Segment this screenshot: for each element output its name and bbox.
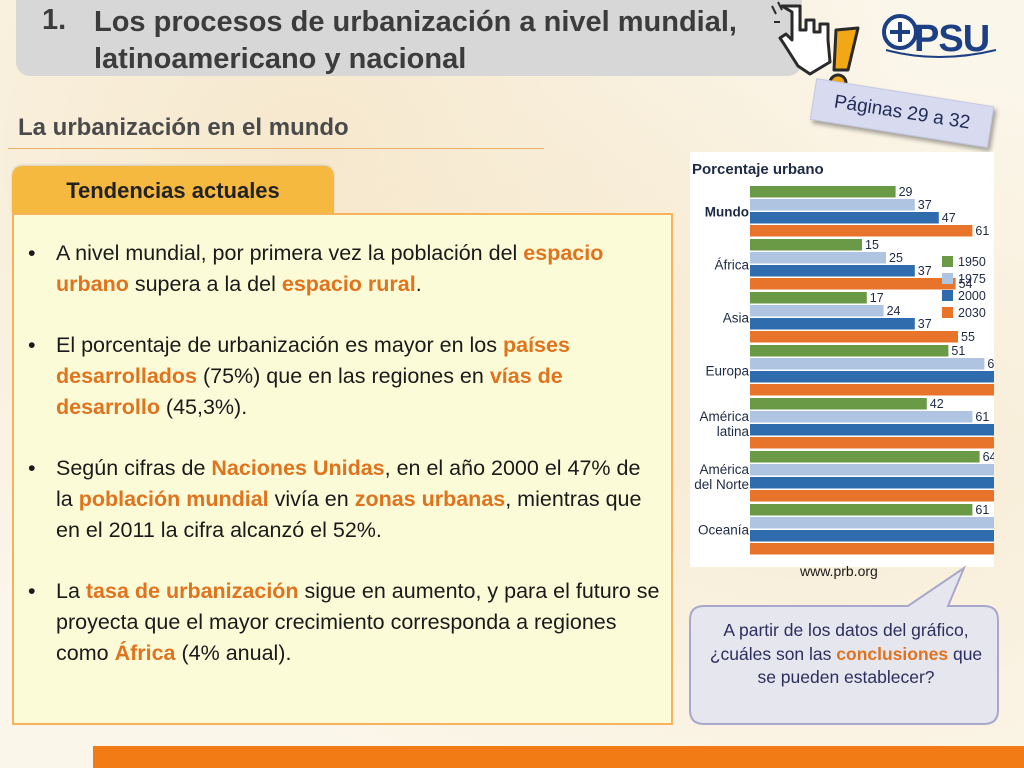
bar <box>750 384 994 396</box>
logo-text: PSU <box>914 18 990 60</box>
category-label: Oceanía <box>698 522 750 537</box>
bar <box>750 345 949 357</box>
legend-swatch <box>942 256 953 267</box>
bar <box>750 543 994 555</box>
bar <box>750 411 973 423</box>
bullet-marker: • <box>28 241 36 265</box>
legend-label: 1950 <box>958 255 986 269</box>
bar <box>750 371 994 383</box>
section-divider <box>8 148 544 149</box>
chart-title: Porcentaje urbano <box>692 161 824 178</box>
bar-value-label: 61 <box>975 503 989 517</box>
bar <box>750 265 915 277</box>
speech-bubble <box>689 565 999 725</box>
bar <box>750 398 927 410</box>
bar <box>750 358 985 370</box>
bullet-marker: • <box>28 456 36 480</box>
bar <box>750 225 973 237</box>
bar-value-label: 42 <box>930 397 944 411</box>
bullet-item: • Según cifras de Naciones Unidas, en el… <box>22 453 662 546</box>
bar <box>750 517 994 529</box>
legend-label: 1975 <box>958 272 986 286</box>
bar-value-label: 15 <box>865 238 879 252</box>
bar-value-label: 61 <box>975 224 989 238</box>
bar <box>750 278 956 290</box>
bar <box>750 252 886 264</box>
bar-value-label: 37 <box>918 198 932 212</box>
bar-value-label: 17 <box>870 291 884 305</box>
bar <box>750 186 896 198</box>
tab-tendencias: Tendencias actuales <box>12 166 334 214</box>
bar-value-label: 47 <box>942 211 956 225</box>
bar-value-label: 66 <box>987 357 994 371</box>
bar-value-label: 51 <box>951 344 965 358</box>
bullet-item: • La tasa de urbanización sigue en aumen… <box>22 576 662 669</box>
legend-label: 2000 <box>958 289 986 303</box>
title-box: 1. Los procesos de urbanización a nivel … <box>16 0 802 76</box>
bottom-bar <box>93 746 1024 768</box>
bullet-item: • El porcentaje de urbanización es mayor… <box>22 330 662 423</box>
bar-value-label: 61 <box>975 410 989 424</box>
bar-value-label: 24 <box>887 304 901 318</box>
category-label: Asia <box>723 310 750 325</box>
bar <box>750 305 884 317</box>
category-label: África <box>714 257 749 272</box>
page-title: Los procesos de urbanización a nivel mun… <box>94 6 737 75</box>
content-box <box>12 213 673 725</box>
bar-value-label: 54 <box>959 277 973 291</box>
bar <box>750 437 994 449</box>
tab-label: Tendencias actuales <box>66 178 280 203</box>
chart-source: www.prb.org <box>800 563 878 579</box>
bar <box>750 504 973 516</box>
bar <box>750 464 994 476</box>
bar <box>750 292 867 304</box>
bar-value-label: 25 <box>889 251 903 265</box>
bullet-marker: • <box>28 333 36 357</box>
category-label: América <box>699 409 749 424</box>
bullet-list: • A nivel mundial, por primera vez la po… <box>22 238 662 699</box>
bar <box>750 199 915 211</box>
bullet-marker: • <box>28 579 36 603</box>
bar-value-label: 37 <box>918 264 932 278</box>
urban-percentage-chart: Porcentaje urbano Mundo 29 37 47 61 África 15 25… <box>692 161 994 555</box>
bar <box>750 331 958 343</box>
bar <box>750 239 862 251</box>
title-number: 1. <box>42 4 67 36</box>
category-label: Europa <box>705 363 749 378</box>
bar <box>750 451 980 463</box>
bar <box>750 530 994 542</box>
legend-swatch <box>942 290 953 301</box>
category-label: Mundo <box>705 204 749 219</box>
category-label: del Norte <box>694 477 749 492</box>
bullet-item: • A nivel mundial, por primera vez la po… <box>22 238 662 300</box>
bar <box>750 477 994 489</box>
legend-label: 2030 <box>958 306 986 320</box>
callout-question: A partir de los datos del gráfico, ¿cuál… <box>709 620 983 687</box>
category-label: América <box>699 462 749 477</box>
section-heading: La urbanización en el mundo <box>18 114 349 141</box>
bar <box>750 318 915 330</box>
psu-logo-icon <box>882 14 997 58</box>
legend-swatch <box>942 273 953 284</box>
bar-value-label: 55 <box>961 330 975 344</box>
bar <box>750 490 994 502</box>
bar-value-label: 64 <box>983 450 994 464</box>
category-label: latina <box>717 424 750 439</box>
bar <box>750 212 939 224</box>
bar <box>750 424 994 436</box>
legend-swatch <box>942 307 953 318</box>
bar-value-label: 37 <box>918 317 932 331</box>
bar-value-label: 29 <box>899 185 913 199</box>
